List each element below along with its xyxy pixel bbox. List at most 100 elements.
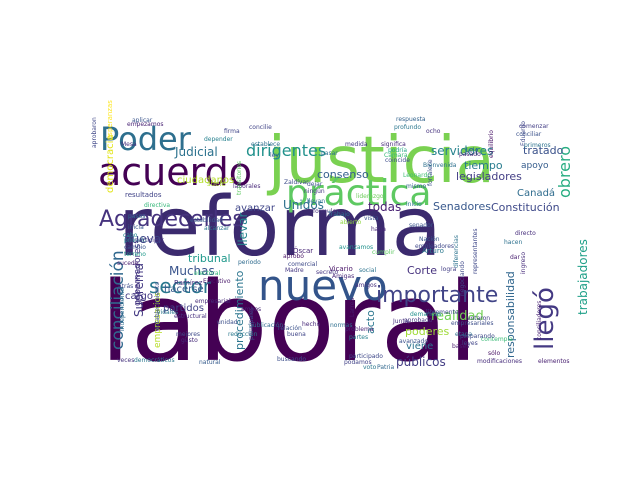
word: tiempo: [464, 159, 503, 172]
word: estructural: [174, 313, 207, 320]
word: haga: [371, 226, 386, 233]
word: Unidos: [283, 198, 324, 212]
word: nueva: [124, 232, 161, 246]
word: logra: [441, 266, 457, 273]
word: inicia: [128, 224, 144, 231]
word: legisladores: [456, 170, 522, 183]
word: ley: [270, 152, 279, 159]
word: Canadá: [517, 187, 555, 199]
word: procedimiento: [233, 270, 246, 350]
word: normas: [330, 322, 352, 329]
word: trabajadores: [576, 239, 590, 315]
word: Eduardo: [520, 121, 527, 146]
word: participado: [349, 353, 383, 360]
word: Judicial: [174, 145, 218, 159]
word: suele: [207, 180, 226, 188]
word: diferencias: [453, 235, 460, 268]
word: directiva: [144, 202, 170, 209]
word: acto: [364, 310, 377, 334]
word: práctica: [286, 173, 431, 214]
word: llegó: [530, 287, 560, 350]
word: transitorios: [236, 161, 243, 195]
word: Amigas: [332, 273, 354, 280]
word: ambos: [241, 306, 261, 313]
word: democráticos: [134, 357, 175, 364]
word: importante: [376, 283, 498, 308]
word: resultados: [125, 191, 162, 199]
word: viene: [406, 341, 433, 352]
word: senador: [409, 222, 434, 229]
word: obrero: [555, 146, 574, 198]
word: nuevo: [258, 261, 388, 310]
word: terreno: [124, 251, 146, 258]
word: Ejecutivo: [203, 278, 231, 285]
word: directo: [515, 230, 536, 237]
word: formule: [313, 208, 336, 215]
word: ningún: [304, 188, 325, 195]
word: reducción: [228, 331, 258, 338]
word: justicia: [266, 124, 495, 198]
word: Mesa: [121, 141, 137, 148]
word: Muchas: [169, 264, 215, 278]
word: demandas: [410, 311, 441, 318]
word: aprobaron: [91, 117, 98, 148]
word: fortalece: [427, 159, 434, 186]
word: Leonardo: [403, 172, 431, 179]
word: equilibrio: [488, 130, 495, 158]
word: unidad: [217, 319, 238, 326]
word: estabilidad: [190, 217, 223, 224]
word: públicos: [396, 355, 446, 369]
word: llevan: [307, 198, 325, 205]
word: Nación: [419, 236, 440, 243]
word: gusto: [181, 337, 198, 344]
word: atrás: [118, 283, 133, 290]
word: todas: [368, 200, 401, 214]
word: aprobó: [283, 253, 304, 260]
word: hacerse: [164, 284, 204, 295]
word: gobernadores: [133, 244, 143, 306]
word: depender: [204, 136, 233, 143]
word: Senadores: [433, 200, 491, 213]
word: establece: [251, 141, 280, 148]
word: mismo: [406, 183, 426, 190]
word: Óscar: [293, 246, 313, 255]
word: leyes: [462, 340, 478, 347]
word: primeros: [524, 142, 551, 149]
word: electoral: [194, 270, 221, 277]
word: democracia: [105, 134, 116, 193]
word: aprobado: [404, 317, 433, 324]
word: concilie: [249, 124, 272, 131]
word: empresariales: [451, 320, 493, 327]
word: preparando: [460, 333, 495, 340]
word: cabo: [123, 232, 138, 239]
word: cumplir: [372, 249, 395, 256]
word: social: [359, 267, 376, 274]
word: hacen: [504, 239, 522, 246]
word: inicio: [406, 201, 422, 208]
word: cambio: [124, 244, 146, 251]
word: podamos: [344, 359, 372, 366]
word: conciliación: [108, 250, 128, 350]
word: periodo: [238, 259, 261, 266]
word: establecimiento: [154, 282, 161, 330]
word: acuerdo: [98, 150, 252, 194]
word: poderes: [405, 325, 450, 338]
word: conciliadores: [536, 301, 543, 340]
word: pasado: [459, 151, 481, 158]
word: reforma: [118, 180, 442, 275]
word: ciudadanos: [177, 175, 234, 186]
word: dar: [510, 254, 520, 261]
word: coincide: [385, 157, 410, 164]
word: sucede: [117, 260, 139, 267]
word: Trabajo: [327, 211, 350, 218]
word: avanzamos: [339, 244, 373, 251]
word: buscando: [277, 356, 306, 363]
word: privado: [124, 237, 147, 244]
word: abierto: [340, 219, 362, 226]
word: etapa: [455, 331, 473, 338]
word: Cámara: [384, 152, 408, 159]
word: Lelo: [466, 147, 479, 154]
word: veces: [117, 357, 134, 364]
word: Poder: [100, 120, 192, 158]
word: empresarios: [153, 292, 163, 348]
